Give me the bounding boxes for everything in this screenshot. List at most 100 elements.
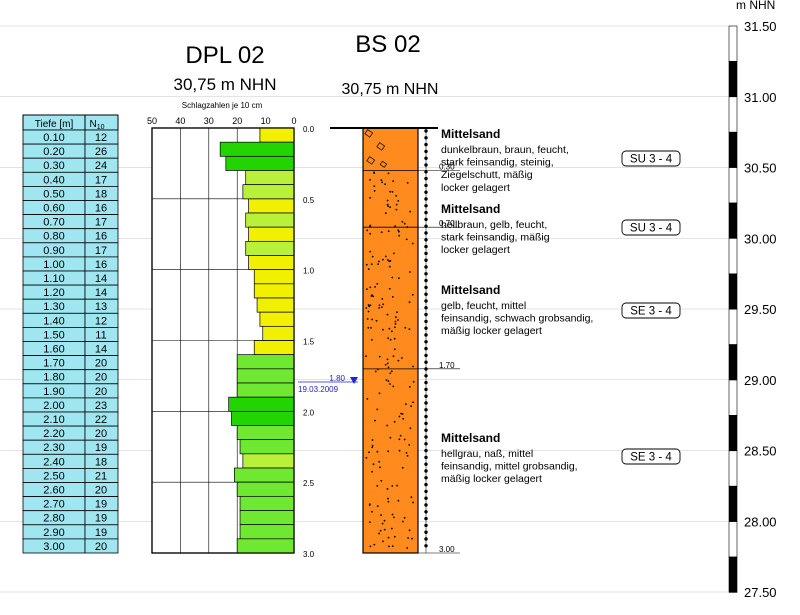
- soil-dot: [369, 179, 371, 181]
- soil-dot: [384, 255, 387, 258]
- dpl-chart: 50 40 30 20 10 0 0.0 0.5 1.0 1.5 2.0 2.5 3.0 1.80 1…: [147, 116, 358, 559]
- soil-dot: [400, 412, 402, 415]
- soil-dot: [386, 203, 389, 206]
- soil-dot: [371, 439, 374, 441]
- soil-dot: [378, 392, 381, 395]
- bs-chain-dot: [424, 482, 428, 487]
- bs-layer-title: Mittelsand: [441, 283, 500, 297]
- table-depth-value: 2.20: [43, 428, 64, 440]
- table-depth-value: 1.30: [43, 301, 64, 313]
- table-n-value: 16: [95, 231, 107, 243]
- table-header-n-sub: 10: [97, 124, 105, 131]
- soil-dot: [388, 265, 391, 268]
- soil-dot: [393, 348, 396, 351]
- bs-layer-description-line: stark feinsandig, mäßig: [441, 232, 550, 244]
- bs-chain-dot: [424, 312, 428, 317]
- soil-dot: [370, 295, 373, 297]
- bs-layer-description-line: stark feinsandig, steinig,: [441, 157, 554, 169]
- table-n-cell: [84, 538, 119, 554]
- soil-dot: [394, 326, 396, 329]
- soil-dot: [367, 326, 370, 329]
- bs-chain-dot: [424, 156, 428, 160]
- scale-label: 31.00: [744, 90, 777, 105]
- soil-dot: [387, 500, 390, 503]
- table-depth-value: 1.10: [43, 273, 64, 285]
- soil-dot: [386, 259, 389, 261]
- bs-chain-dot: [424, 462, 428, 466]
- soil-dot: [401, 357, 403, 359]
- soil-dot: [388, 327, 391, 330]
- soil-dot: [371, 510, 373, 513]
- soil-dot: [367, 268, 370, 270]
- dpl-bar: [236, 538, 295, 554]
- soil-dot: [402, 417, 405, 420]
- bs-chain-dot: [424, 163, 428, 167]
- table-rows: 0.10 12 0.20 26 0.30 24 0.40 17 0.50 18 0.60 16 0.70…: [22, 129, 119, 554]
- soil-dot: [388, 287, 391, 290]
- soil-dot: [376, 485, 379, 487]
- table-depth-value: 2.50: [43, 470, 64, 482]
- dpl-x-tick-label: 40: [175, 116, 185, 126]
- soil-dot: [387, 205, 389, 208]
- dpl-title: DPL 02: [185, 42, 264, 69]
- soil-dot: [387, 230, 390, 233]
- soil-dot: [409, 427, 412, 430]
- bs-gravel-symbols: [364, 129, 388, 168]
- soil-class-label: SU 3 - 4: [630, 154, 673, 166]
- bs-chain-dot: [424, 442, 428, 446]
- soil-dot: [384, 212, 387, 215]
- soil-dot: [412, 501, 414, 504]
- bs-layer-bottom-depth: 1.70: [439, 361, 455, 370]
- table-depth-value: 1.50: [43, 329, 64, 341]
- soil-dot: [371, 446, 374, 449]
- bs-layer-description-line: mäßig locker gelagert: [441, 325, 542, 337]
- table-n-value: 20: [95, 386, 107, 398]
- soil-dot: [368, 504, 371, 506]
- table-n-value: 16: [95, 259, 107, 271]
- soil-dot: [411, 242, 414, 245]
- soil-dot: [394, 323, 397, 325]
- soil-dot: [381, 306, 383, 308]
- bs-chain-dot: [424, 306, 428, 310]
- soil-dot: [397, 229, 400, 232]
- bs-chain-dot: [424, 387, 428, 392]
- soil-dot: [401, 220, 404, 223]
- table-depth-value: 3.00: [43, 541, 64, 553]
- table-n-value: 24: [95, 160, 107, 172]
- soil-dot: [392, 355, 395, 358]
- soil-dot: [391, 545, 394, 548]
- bs-chain-dot: [424, 292, 428, 296]
- soil-dot: [395, 316, 397, 319]
- bs-column: 0.30 0.70 1.70 3.00 Mittelsand dunkelbraun, …: [330, 127, 681, 554]
- bs-layer-description-line: gelb, feucht, mittel: [441, 300, 526, 312]
- soil-dot: [376, 505, 379, 508]
- soil-dot: [392, 180, 395, 183]
- soil-dot: [389, 338, 392, 341]
- bs-chain-dot: [424, 380, 428, 385]
- dpl-depth-tick-label: 2.0: [303, 408, 315, 417]
- scale-label: 29.00: [744, 373, 777, 388]
- bs-chain-dot: [424, 149, 428, 154]
- table-depth-value: 2.00: [43, 400, 64, 412]
- soil-dot: [365, 263, 368, 266]
- dpl-bar: [248, 198, 295, 214]
- dpl-bar: [239, 495, 295, 511]
- table-n-value: 17: [95, 217, 107, 229]
- soil-dot: [395, 194, 398, 197]
- bs-title: BS 02: [355, 31, 420, 58]
- soil-dot: [373, 172, 376, 175]
- scale-label: 29.50: [744, 302, 777, 317]
- scale-bar-segment: [728, 61, 738, 98]
- table-depth-value: 0.40: [43, 174, 64, 186]
- soil-dot: [382, 540, 384, 543]
- soil-dot: [387, 497, 389, 500]
- soil-dot: [372, 463, 375, 465]
- soil-dot: [387, 450, 389, 453]
- bs-layer-description-line: Ziegelschutt, mäßig: [441, 169, 533, 181]
- soil-dot: [386, 313, 389, 316]
- bs-layer-description-line: hellgrau, naß, mittel: [441, 448, 533, 460]
- soil-dot: [380, 514, 382, 516]
- soil-dot: [369, 304, 372, 307]
- table-n-value: 14: [95, 344, 107, 356]
